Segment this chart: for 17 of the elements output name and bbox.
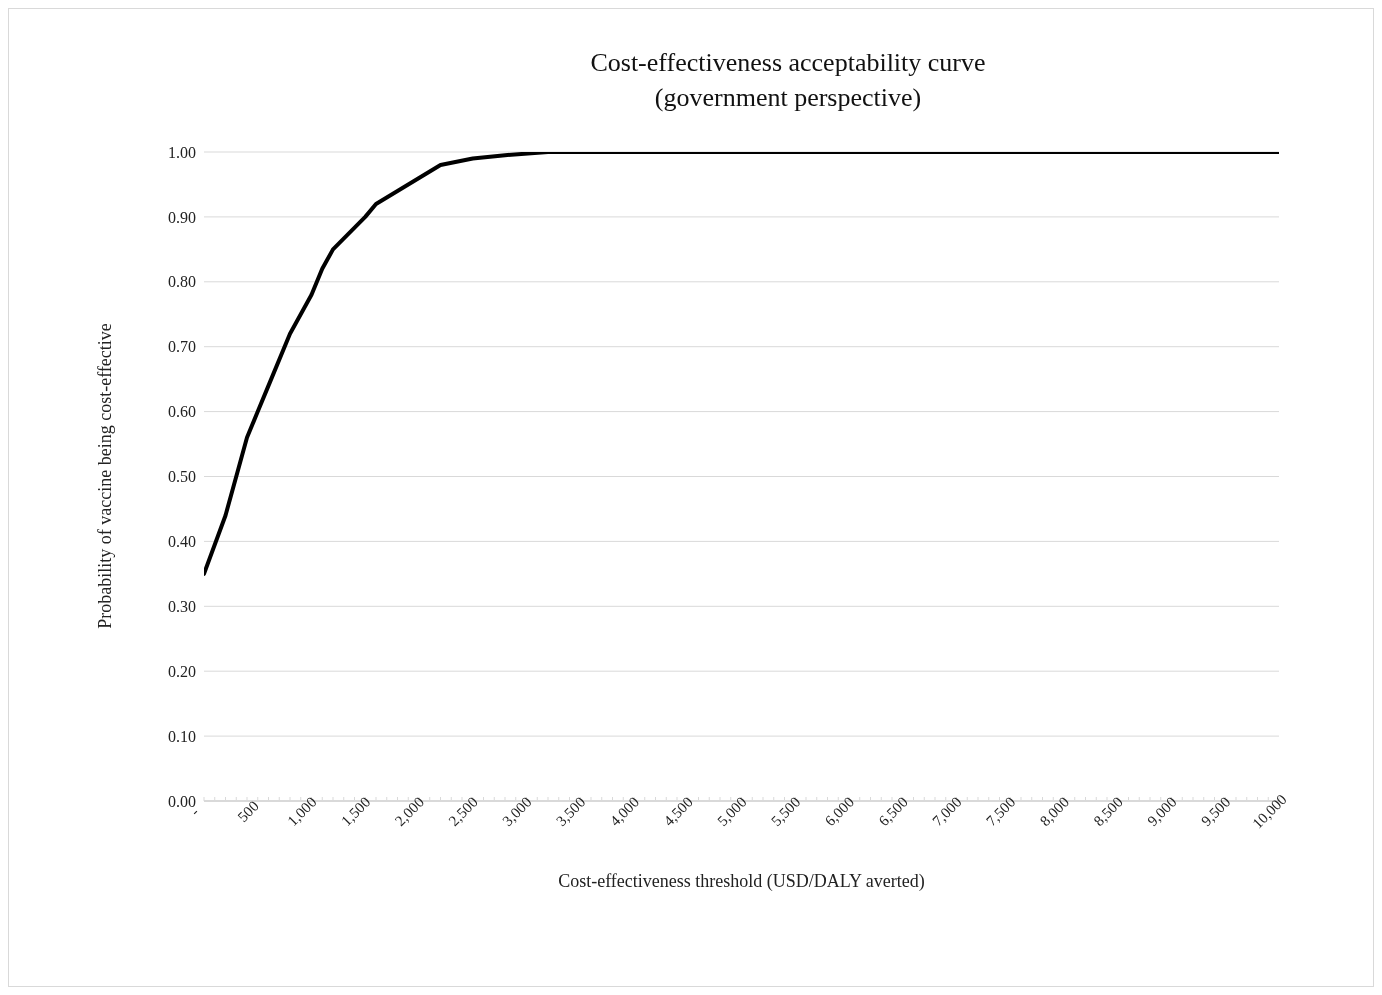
chart-title: Cost-effectiveness acceptability curve bbox=[589, 47, 987, 79]
y-tick-label: 0.80 bbox=[168, 273, 196, 291]
y-tick-label: 0.20 bbox=[168, 662, 196, 680]
y-tick-label: 0.30 bbox=[168, 597, 196, 615]
y-tick-label: 0.60 bbox=[168, 403, 196, 421]
y-tick-label: 0.90 bbox=[168, 208, 196, 226]
y-tick-label: 0.70 bbox=[168, 338, 196, 356]
y-tick-label: 1.00 bbox=[168, 143, 196, 161]
y-tick-label: 0.00 bbox=[168, 792, 196, 810]
chart-subtitle: (government perspective) bbox=[653, 82, 923, 114]
line-series bbox=[204, 152, 1279, 576]
y-tick-label: 0.10 bbox=[168, 727, 196, 745]
y-axis-title: Probability of vaccine being cost-effective bbox=[94, 323, 116, 629]
x-tick-label: 500 bbox=[234, 797, 262, 826]
y-tick-label: 0.50 bbox=[168, 468, 196, 486]
x-axis-title: Cost-effectiveness threshold (USD/DALY averted) bbox=[557, 871, 926, 892]
y-tick-label: 0.40 bbox=[168, 533, 196, 551]
